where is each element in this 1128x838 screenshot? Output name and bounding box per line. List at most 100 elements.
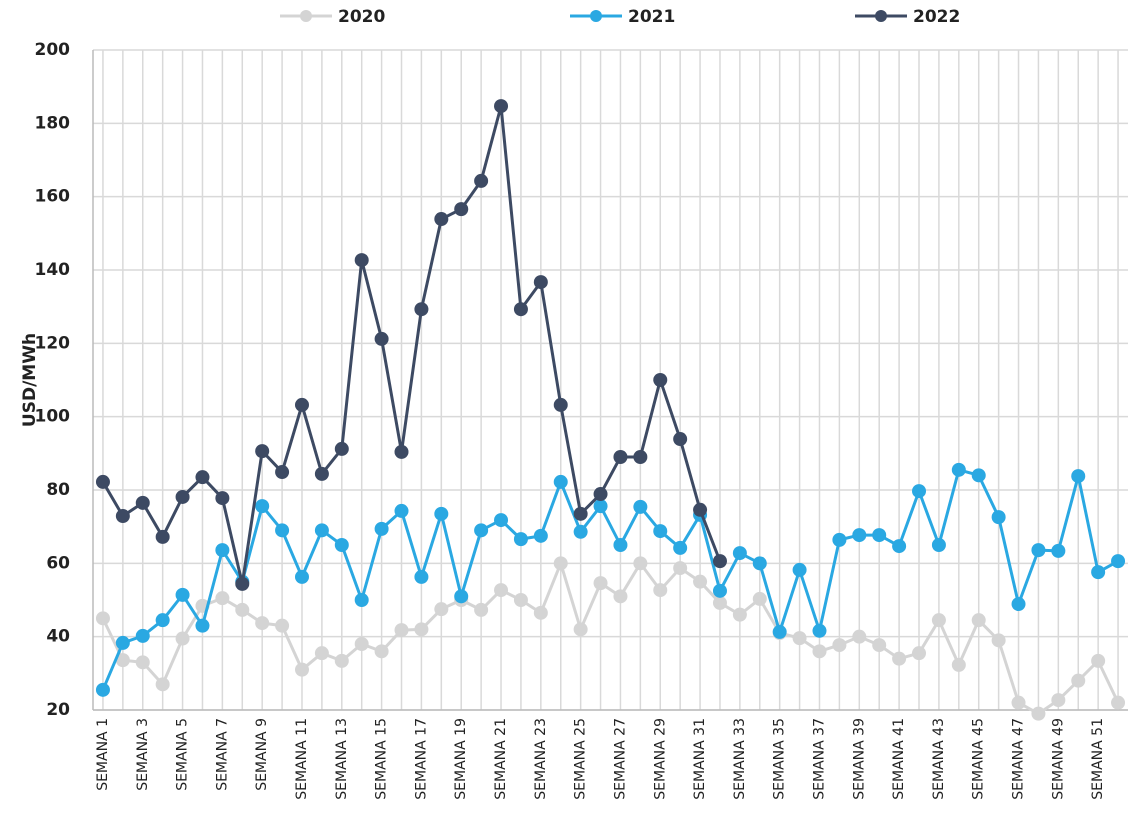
data-point xyxy=(712,583,727,598)
data-point xyxy=(971,613,986,628)
data-point xyxy=(1051,693,1066,708)
data-point xyxy=(255,616,270,631)
x-tick-label: SEMANA 39 xyxy=(851,718,867,800)
data-point xyxy=(533,275,548,290)
data-point xyxy=(912,484,927,499)
data-point xyxy=(971,468,986,483)
data-point xyxy=(394,503,409,518)
data-point xyxy=(852,528,867,543)
data-point xyxy=(613,589,628,604)
data-point xyxy=(673,540,688,555)
data-point xyxy=(414,302,429,317)
data-point xyxy=(693,574,708,589)
data-point xyxy=(1091,653,1106,668)
data-point xyxy=(653,583,668,598)
data-point xyxy=(832,532,847,547)
data-point xyxy=(155,677,170,692)
x-tick-label: SEMANA 33 xyxy=(732,718,748,800)
x-tick-label: SEMANA 41 xyxy=(891,718,907,800)
x-tick-label: SEMANA 35 xyxy=(772,718,788,800)
data-point xyxy=(354,637,369,651)
data-point xyxy=(115,635,130,650)
data-point xyxy=(334,441,349,456)
data-point xyxy=(533,528,548,543)
data-point xyxy=(593,487,608,502)
data-point xyxy=(991,510,1006,525)
data-point xyxy=(533,605,548,620)
data-point xyxy=(991,633,1006,648)
legend-marker xyxy=(590,10,602,22)
data-point xyxy=(693,502,708,517)
data-point xyxy=(892,651,907,666)
data-point xyxy=(1071,673,1086,688)
data-point xyxy=(633,450,648,464)
data-point xyxy=(812,644,827,659)
data-point xyxy=(792,562,807,577)
data-point xyxy=(414,622,429,637)
x-tick-label: SEMANA 25 xyxy=(573,718,589,800)
data-point xyxy=(712,595,727,610)
data-point xyxy=(1031,543,1046,558)
data-point xyxy=(872,528,887,543)
y-tick-label: 120 xyxy=(35,333,71,353)
data-point xyxy=(135,495,150,510)
y-tick-label: 60 xyxy=(46,553,70,573)
data-point xyxy=(613,450,628,464)
data-point xyxy=(494,513,509,528)
data-point xyxy=(653,373,668,387)
data-point xyxy=(354,253,369,268)
data-point xyxy=(553,474,568,489)
data-point xyxy=(792,631,807,646)
data-point xyxy=(215,591,230,606)
data-point xyxy=(374,644,389,659)
data-point xyxy=(613,538,628,552)
y-tick-label: 100 xyxy=(35,407,71,427)
y-tick-label: 180 xyxy=(35,113,71,133)
x-tick-label: SEMANA 19 xyxy=(453,718,469,800)
x-tick-label: SEMANA 3 xyxy=(135,718,151,791)
data-point xyxy=(593,576,608,591)
x-tick-label: SEMANA 9 xyxy=(254,718,270,791)
x-tick-label: SEMANA 15 xyxy=(374,718,390,800)
data-point xyxy=(255,444,270,459)
data-point xyxy=(573,506,588,521)
data-point xyxy=(115,509,130,524)
data-point xyxy=(892,539,907,554)
data-point xyxy=(513,532,528,547)
y-tick-label: 20 xyxy=(46,700,70,720)
data-point xyxy=(1011,597,1026,612)
x-tick-label: SEMANA 45 xyxy=(971,718,987,800)
legend-label: 2021 xyxy=(628,7,675,27)
data-point xyxy=(434,602,449,617)
data-point xyxy=(115,653,130,668)
x-tick-label: SEMANA 31 xyxy=(692,718,708,800)
data-point xyxy=(772,624,787,639)
data-point xyxy=(95,682,110,697)
data-point xyxy=(633,499,648,514)
data-point xyxy=(294,662,309,677)
data-point xyxy=(314,646,329,661)
data-point xyxy=(215,543,230,558)
x-tick-label: SEMANA 49 xyxy=(1050,718,1066,800)
data-point xyxy=(513,302,528,317)
data-point xyxy=(732,546,747,561)
data-point xyxy=(812,623,827,638)
data-point xyxy=(474,523,489,538)
data-point xyxy=(394,623,409,638)
data-point xyxy=(195,618,210,633)
x-tick-label: SEMANA 43 xyxy=(931,718,947,800)
x-tick-label: SEMANA 29 xyxy=(652,718,668,800)
legend-label: 2020 xyxy=(338,7,385,27)
y-tick-label: 200 xyxy=(35,40,71,60)
data-point xyxy=(374,521,389,536)
data-point xyxy=(633,556,648,571)
legend-marker xyxy=(300,10,312,22)
data-point xyxy=(454,589,469,604)
x-tick-label: SEMANA 21 xyxy=(493,718,509,800)
data-point xyxy=(553,397,568,412)
data-point xyxy=(354,593,369,607)
data-point xyxy=(334,538,349,552)
data-point xyxy=(474,602,489,617)
legend-label: 2022 xyxy=(913,7,960,27)
